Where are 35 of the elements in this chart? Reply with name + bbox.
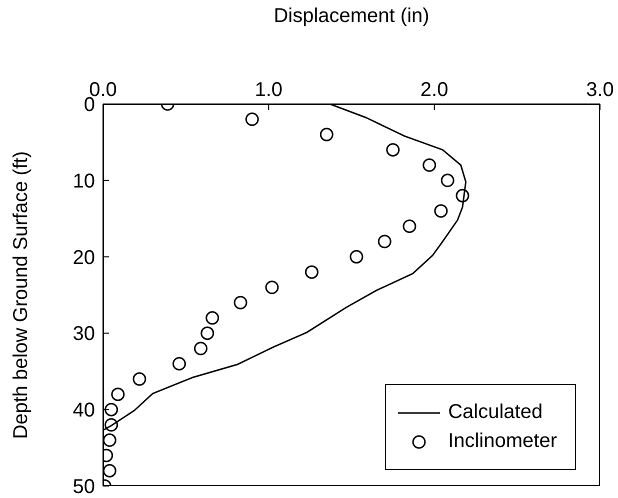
x-tick-label: 2.0 — [420, 79, 448, 101]
point — [402, 219, 416, 233]
point — [440, 174, 454, 188]
point — [194, 342, 208, 356]
x-axis-title: Displacement (in) — [274, 5, 430, 28]
y-tick-label: 30 — [72, 323, 95, 346]
point — [234, 296, 248, 310]
y-tick-label: 50 — [72, 476, 95, 498]
x-tick-label: 3.0 — [586, 79, 614, 101]
point — [111, 388, 125, 402]
point — [245, 112, 259, 126]
point — [350, 250, 364, 264]
point — [422, 158, 436, 172]
point — [104, 418, 118, 432]
y-tick-label: 40 — [72, 400, 95, 422]
y-tick-label: 10 — [72, 170, 95, 192]
legend-label: Calculated — [448, 401, 543, 424]
point — [104, 402, 118, 416]
point — [265, 280, 279, 294]
point — [200, 326, 214, 340]
point — [386, 143, 400, 157]
y-tick-label: 20 — [72, 246, 95, 269]
point — [320, 128, 334, 142]
point — [206, 311, 220, 325]
point — [434, 204, 448, 218]
point — [103, 464, 116, 478]
point — [132, 372, 146, 386]
point — [456, 188, 470, 202]
point — [103, 433, 116, 447]
point — [378, 234, 392, 248]
point — [304, 265, 318, 279]
legend-label: Inclinometer — [448, 430, 557, 453]
x-tick-label: 1.0 — [254, 79, 283, 101]
y-axis-title: Depth below Ground Surface (ft) — [10, 151, 32, 439]
point — [172, 357, 186, 371]
